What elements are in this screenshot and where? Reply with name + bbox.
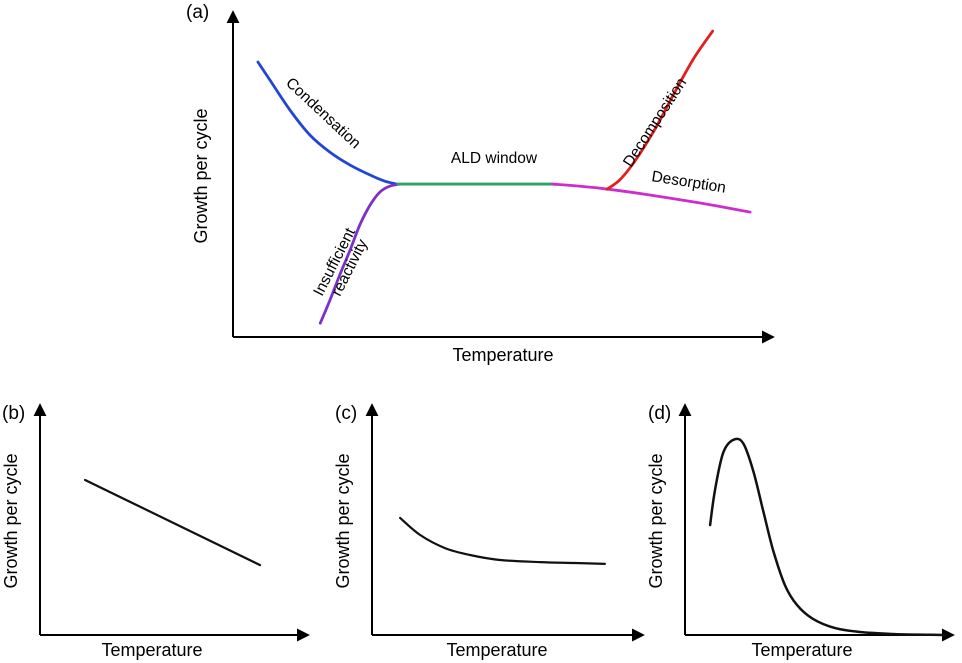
panel-a-curves	[256, 29, 752, 325]
panel-b-chart: (b) Growth per cycle Temperature	[1, 403, 310, 660]
panel-d-ylabel: Growth per cycle	[646, 453, 666, 588]
peak-then-decay-curve	[708, 437, 947, 637]
panel-d-tag: (d)	[648, 403, 671, 424]
linear-decrease-curve	[83, 478, 262, 567]
panel-d-curves	[708, 437, 947, 637]
panel-b-ylabel: Growth per cycle	[1, 453, 21, 588]
insufficient-reactivity-label: Insufficient reactivity	[310, 221, 375, 306]
panel-a-tag: (a)	[186, 2, 209, 23]
decay-to-plateau-curve	[399, 516, 606, 565]
panel-b-xlabel: Temperature	[101, 640, 202, 660]
desorption-curve	[550, 182, 752, 214]
panel-c-tag: (c)	[335, 403, 357, 424]
panel-d-xlabel: Temperature	[751, 640, 852, 660]
insufficient-reactivity-curve	[318, 182, 402, 325]
condensation-label: Condensation	[282, 74, 364, 152]
decomposition-curve	[605, 29, 715, 191]
panel-b-tag: (b)	[2, 403, 25, 424]
panel-d-chart: (d) Growth per cycle Temperature	[646, 403, 955, 660]
panel-a-ylabel: Growth per cycle	[191, 108, 211, 243]
panel-a-xlabel: Temperature	[452, 345, 553, 365]
panel-c-curves	[399, 516, 606, 565]
decomposition-label: Decomposition	[620, 75, 690, 170]
desorption-label: Desorption	[650, 168, 727, 197]
panel-c-chart: (c) Growth per cycle Temperature	[333, 403, 645, 660]
panel-c-xlabel: Temperature	[446, 640, 547, 660]
ald-window-label: ALD window	[451, 150, 538, 167]
panel-c-ylabel: Growth per cycle	[333, 453, 353, 588]
condensation-curve	[256, 60, 399, 186]
panel-b-curves	[83, 478, 262, 567]
panel-a-chart: (a) Growth per cycle Temperature Condens…	[186, 2, 775, 365]
